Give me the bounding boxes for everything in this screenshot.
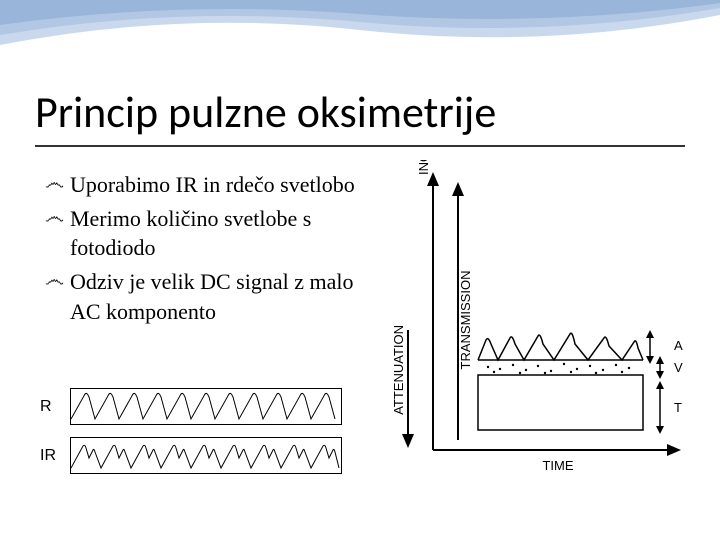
bullet-marker-icon: ෴	[45, 204, 64, 231]
waveform-label-r: R	[40, 398, 70, 416]
bullet-list: ෴ Uporabimo IR in rdečo svetlobo ෴ Merim…	[45, 170, 365, 330]
bullet-marker-icon: ෴	[45, 170, 64, 197]
label-a: A	[674, 338, 683, 353]
title-underline	[35, 145, 685, 147]
bullet-text: Merimo količino svetlobe s fotodiodo	[70, 204, 365, 263]
label-transmission: TRANSMISSION	[458, 271, 473, 370]
waveform-row-ir: IR	[40, 437, 360, 474]
waveform-row-r: R	[40, 388, 360, 425]
transmission-diagram: INCIDENT LIGHT ATTENUATION TRANSMISSION …	[378, 160, 698, 480]
label-v: V	[674, 360, 683, 375]
bullet-text: Uporabimo IR in rdečo svetlobo	[70, 170, 365, 200]
label-t: T	[674, 400, 682, 415]
waveform-r	[70, 388, 342, 425]
label-time: TIME	[542, 458, 573, 473]
dotted-region	[487, 363, 630, 374]
bullet-marker-icon: ෴	[45, 267, 64, 294]
slide-title: Princip pulzne oksimetrije	[35, 85, 496, 139]
bullet-item: ෴ Odziv je velik DC signal z malo AC kom…	[45, 267, 365, 326]
slide-top-decoration	[0, 0, 720, 60]
label-attenuation: ATTENUATION	[391, 325, 406, 415]
arterial-waveform	[478, 333, 643, 360]
bullet-text: Odziv je velik DC signal z malo AC kompo…	[70, 267, 365, 326]
bullet-item: ෴ Uporabimo IR in rdečo svetlobo	[45, 170, 365, 200]
waveform-label-ir: IR	[40, 447, 70, 465]
waveform-area: R IR	[40, 388, 360, 486]
waveform-ir	[70, 437, 342, 474]
label-incident-light: INCIDENT LIGHT	[416, 160, 431, 175]
bullet-item: ෴ Merimo količino svetlobe s fotodiodo	[45, 204, 365, 263]
